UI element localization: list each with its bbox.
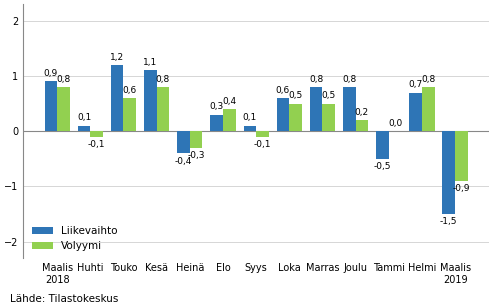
Bar [256, 131, 269, 137]
Text: 0,6: 0,6 [276, 86, 290, 95]
Text: -0,9: -0,9 [453, 184, 470, 193]
Text: -0,1: -0,1 [254, 140, 271, 149]
Text: 0,1: 0,1 [77, 113, 91, 122]
Bar [90, 131, 103, 137]
Bar [177, 131, 190, 153]
Bar [455, 131, 468, 181]
Text: 0,8: 0,8 [56, 75, 70, 84]
Bar [211, 115, 223, 131]
Text: -0,1: -0,1 [88, 140, 106, 149]
Text: 1,2: 1,2 [110, 53, 124, 62]
Bar [310, 87, 322, 131]
Text: Lähde: Tilastokeskus: Lähde: Tilastokeskus [10, 294, 118, 304]
Text: 0,1: 0,1 [243, 113, 257, 122]
Bar [355, 120, 368, 131]
Text: -0,3: -0,3 [187, 151, 205, 160]
Text: 0,7: 0,7 [409, 80, 423, 89]
Bar [244, 126, 256, 131]
Bar [144, 71, 157, 131]
Bar [223, 109, 236, 131]
Bar [422, 87, 434, 131]
Bar [111, 65, 123, 131]
Text: 0,5: 0,5 [321, 91, 336, 100]
Text: 0,8: 0,8 [309, 75, 323, 84]
Bar [277, 98, 289, 131]
Bar [190, 131, 203, 148]
Bar [376, 131, 389, 159]
Text: 0,0: 0,0 [388, 119, 402, 128]
Bar [44, 81, 57, 131]
Text: 0,9: 0,9 [44, 69, 58, 78]
Text: -0,4: -0,4 [175, 157, 192, 166]
Bar [443, 131, 455, 214]
Bar [343, 87, 355, 131]
Text: 0,4: 0,4 [222, 97, 236, 106]
Text: 0,8: 0,8 [421, 75, 435, 84]
Text: 0,6: 0,6 [123, 86, 137, 95]
Bar [78, 126, 90, 131]
Text: 0,3: 0,3 [210, 102, 224, 111]
Bar [57, 87, 70, 131]
Bar [322, 104, 335, 131]
Text: 1,1: 1,1 [143, 58, 157, 67]
Bar [409, 92, 422, 131]
Text: 0,2: 0,2 [355, 108, 369, 117]
Text: 0,8: 0,8 [156, 75, 170, 84]
Text: 0,8: 0,8 [342, 75, 356, 84]
Bar [289, 104, 302, 131]
Text: 0,5: 0,5 [288, 91, 303, 100]
Text: -0,5: -0,5 [374, 162, 391, 171]
Bar [123, 98, 136, 131]
Bar [157, 87, 169, 131]
Text: -1,5: -1,5 [440, 217, 458, 226]
Legend: Liikevaihto, Volyymi: Liikevaihto, Volyymi [28, 222, 122, 256]
